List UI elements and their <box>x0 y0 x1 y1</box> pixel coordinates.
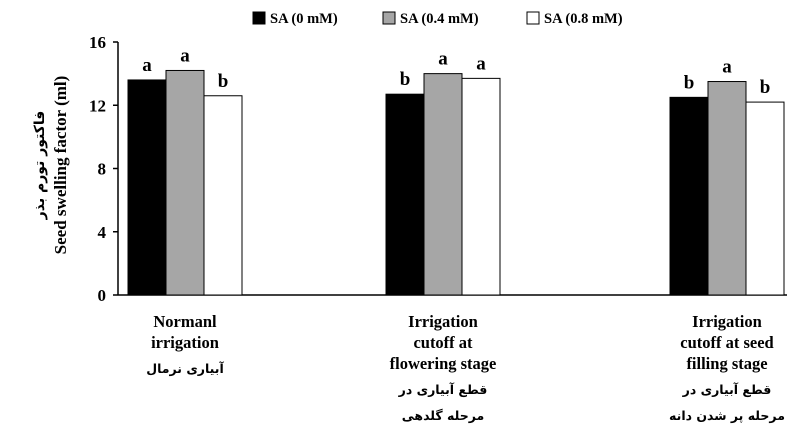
significance-letter: a <box>438 49 448 70</box>
x-category-label: irrigation <box>151 333 219 352</box>
x-category-label: Irrigation <box>692 312 762 331</box>
x-category-label-fa: مرحله پر شدن دانه <box>669 408 785 423</box>
category-labels: Normanl irrigation آبیاری نرمال Irrigation c… <box>146 312 785 423</box>
significance-letter: a <box>142 55 152 76</box>
y-axis-label-fa: فاکتور تورم بذر <box>32 111 48 221</box>
significance-letter: b <box>760 77 771 98</box>
significance-letter: b <box>400 69 411 90</box>
significance-letter: b <box>218 71 229 92</box>
x-category-label-fa: مرحله گلدهی <box>402 408 484 423</box>
bar-0-0 <box>127 79 167 296</box>
y-axis: 0 4 8 12 16 <box>89 33 119 305</box>
x-category-label-fa: آبیاری نرمال <box>146 361 224 376</box>
significance-letter: a <box>476 53 486 74</box>
bar-2-2 <box>745 101 785 296</box>
bar-0-1 <box>165 69 205 296</box>
significance-letter: a <box>180 45 190 66</box>
x-category-label: Irrigation <box>408 312 478 331</box>
y-tick-label: 0 <box>98 286 107 305</box>
legend-swatch-0 <box>252 11 266 25</box>
significance-letter: a <box>722 57 732 78</box>
x-category-label: cutoff at seed <box>680 333 773 352</box>
bar-2-1 <box>707 81 747 296</box>
significance-letter: b <box>684 72 695 93</box>
x-category-label: filling stage <box>686 354 767 373</box>
legend-swatch-1 <box>382 11 396 25</box>
legend: SA (0 mM) SA (0.4 mM) SA (0.8 mM) <box>252 11 623 27</box>
legend-swatch-2 <box>526 11 540 25</box>
bar-0-2 <box>203 95 243 296</box>
x-category-label: flowering stage <box>390 354 497 373</box>
legend-label: SA (0.8 mM) <box>544 11 623 27</box>
y-tick-label: 12 <box>89 96 106 115</box>
x-category-label-fa: قطع آبیاری در <box>682 382 772 397</box>
y-tick-label: 16 <box>89 33 106 52</box>
x-category-label: cutoff at <box>413 333 473 352</box>
bar-1-0 <box>385 93 425 296</box>
bar-1-1 <box>423 73 463 296</box>
x-category-label-fa: قطع آبیاری در <box>398 382 488 397</box>
bar-1-2 <box>461 77 501 296</box>
y-tick-label: 4 <box>98 223 107 242</box>
bar-2-0 <box>669 96 709 296</box>
legend-label: SA (0 mM) <box>270 11 338 27</box>
x-category-label: Normanl <box>153 312 217 331</box>
significance-letters: a b b a a a b a b <box>142 45 770 98</box>
y-tick-label: 8 <box>98 160 107 179</box>
y-axis-label: Seed swelling factor (ml) <box>51 76 70 255</box>
bars-group <box>127 69 785 296</box>
legend-label: SA (0.4 mM) <box>400 11 479 27</box>
